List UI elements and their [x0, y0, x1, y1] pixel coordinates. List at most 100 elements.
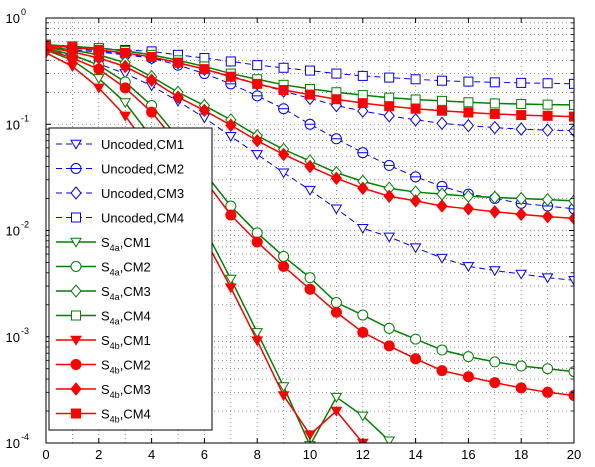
- data-point: [542, 99, 553, 110]
- data-point: [515, 360, 527, 372]
- data-point: [304, 159, 316, 174]
- data-point: [409, 243, 422, 254]
- data-point: [383, 109, 395, 123]
- data-point: [119, 98, 132, 109]
- data-point: [515, 269, 528, 280]
- data-point: [251, 236, 263, 248]
- data-point: [277, 147, 290, 162]
- data-point: [251, 336, 264, 347]
- data-point: [462, 371, 474, 383]
- data-point: [330, 306, 342, 318]
- legend-label: Uncoded,CM4: [101, 211, 184, 226]
- data-point: [93, 51, 105, 65]
- data-point: [199, 53, 210, 64]
- data-point: [92, 74, 105, 85]
- data-point: [568, 194, 574, 208]
- data-point: [331, 94, 342, 105]
- legend-item: Uncoded,CM1: [56, 137, 184, 152]
- data-point: [330, 204, 343, 215]
- legend-item: S4a,CM2: [56, 260, 151, 278]
- data-point: [304, 272, 316, 284]
- data-point: [93, 44, 104, 55]
- data-point: [516, 99, 527, 110]
- x-tick-label: 8: [254, 447, 261, 462]
- data-point: [569, 99, 574, 110]
- legend-label: Uncoded,CM2: [101, 162, 184, 177]
- data-point: [224, 132, 237, 143]
- data-point: [225, 56, 236, 67]
- data-point: [515, 122, 527, 136]
- data-point: [225, 71, 236, 82]
- data-point: [436, 116, 448, 131]
- legend-marker: [70, 382, 82, 396]
- data-point: [541, 209, 554, 224]
- data-point: [516, 110, 527, 121]
- data-point: [119, 111, 132, 122]
- data-point: [330, 171, 343, 186]
- x-tick-label: 20: [567, 447, 581, 462]
- legend-marker: [70, 261, 82, 272]
- y-tick-label: 10: [6, 330, 20, 345]
- data-point: [146, 106, 158, 118]
- data-point: [356, 223, 369, 234]
- legend: Uncoded,CM1 Uncoded,CM2 Uncoded,CM3 Uncoded…: [48, 127, 213, 431]
- data-point: [357, 70, 368, 81]
- legend-label: S4b,CM1: [101, 333, 151, 351]
- data-point: [251, 90, 263, 102]
- data-point: [146, 51, 157, 62]
- data-point: [331, 68, 342, 79]
- data-point: [251, 133, 263, 148]
- data-point: [462, 351, 474, 363]
- data-point: [172, 90, 184, 104]
- x-tick-label: 16: [461, 447, 475, 462]
- legend-item: S4b,CM1: [56, 333, 151, 351]
- data-point: [542, 386, 554, 398]
- x-tick-label: 2: [95, 447, 102, 462]
- legend-marker: [70, 163, 82, 174]
- data-point: [384, 92, 395, 103]
- data-point: [568, 211, 574, 226]
- data-point: [541, 273, 554, 284]
- legend-item: S4b,CM3: [56, 382, 151, 400]
- data-point: [225, 118, 237, 132]
- data-point: [463, 97, 474, 108]
- data-point: [569, 111, 574, 122]
- legend-item: Uncoded,CM3: [56, 186, 184, 201]
- data-point: [120, 47, 131, 58]
- data-point: [278, 85, 289, 96]
- data-point: [488, 266, 501, 277]
- data-point: [542, 363, 554, 375]
- data-point: [489, 190, 501, 205]
- data-point: [304, 118, 316, 130]
- legend-label: S4a,CM1: [101, 235, 151, 253]
- data-point: [357, 326, 369, 338]
- y-tick-label: 10: [6, 117, 20, 132]
- x-tick-label: 14: [408, 447, 422, 462]
- legend-item: S4b,CM4: [56, 407, 151, 425]
- legend-item: Uncoded,CM4: [56, 211, 184, 226]
- legend-marker: [71, 408, 81, 419]
- data-point: [252, 78, 263, 89]
- data-point: [224, 274, 237, 285]
- data-point: [357, 147, 369, 159]
- legend-marker: [70, 335, 82, 346]
- data-point: [173, 57, 183, 68]
- data-point: [305, 65, 315, 76]
- data-point: [357, 98, 368, 109]
- data-point: [383, 159, 395, 171]
- data-point: [251, 227, 263, 239]
- data-point: [93, 63, 105, 75]
- legend-marker: [70, 237, 82, 248]
- data-point: [330, 392, 343, 403]
- x-tick-label: 0: [42, 447, 49, 462]
- data-point: [119, 59, 131, 74]
- data-point: [489, 120, 501, 135]
- legend-label: S4b,CM4: [101, 407, 151, 425]
- y-tick-exponent: -4: [21, 432, 29, 442]
- data-point: [437, 75, 447, 86]
- data-point: [409, 113, 422, 127]
- data-point: [462, 118, 475, 133]
- data-point: [46, 40, 51, 51]
- data-point: [198, 103, 211, 118]
- data-point: [516, 77, 527, 88]
